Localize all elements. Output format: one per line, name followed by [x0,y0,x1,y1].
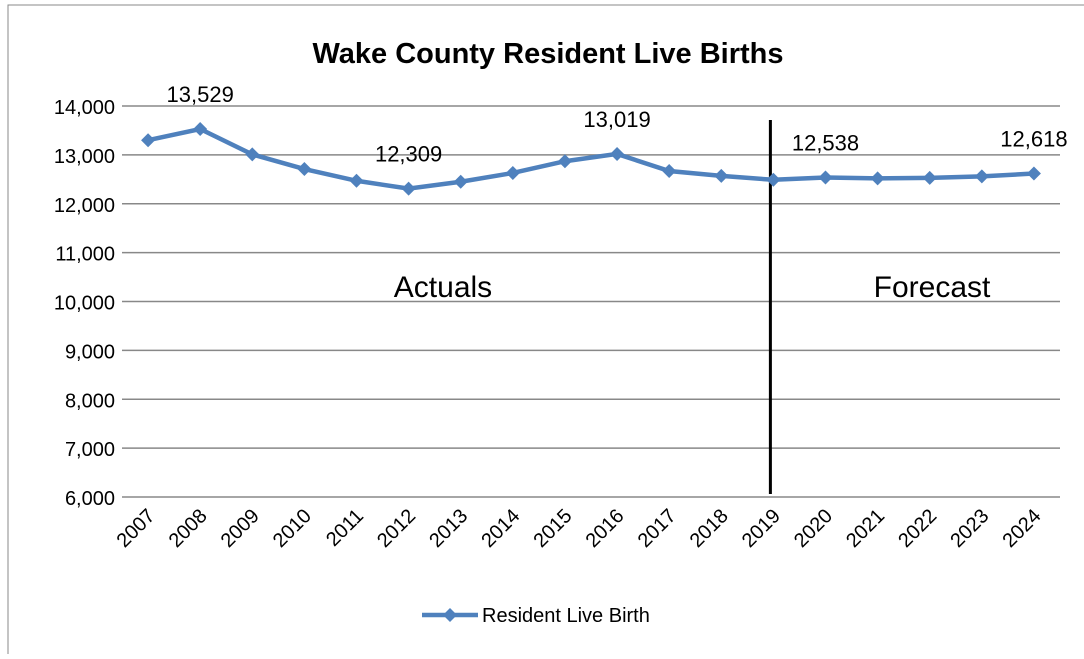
data-point [870,171,885,186]
y-tick-label: 13,000 [54,146,115,168]
legend-label: Resident Live Birth [482,605,650,627]
data-point [610,146,625,161]
chart-title: Wake County Resident Live Births [312,38,783,70]
data-point [1026,166,1041,181]
data-point [818,170,833,185]
annotation: Forecast [874,271,991,304]
legend-marker [443,608,457,622]
series-line [147,126,1035,191]
data-label: 12,538 [792,130,859,155]
y-tick-label: 7,000 [65,439,115,461]
data-point [193,122,208,137]
data-point [505,165,520,180]
data-point [714,168,729,183]
data-point [401,181,416,196]
data-point [922,170,937,185]
y-tick-label: 14,000 [54,97,115,119]
y-tick-label: 8,000 [65,390,115,412]
chart-border [7,4,1084,659]
data-label: 12,309 [375,142,442,167]
data-point [453,174,468,189]
data-point [349,173,364,188]
data-point [141,133,156,148]
y-tick-label: 6,000 [65,488,115,510]
data-point [297,162,312,177]
y-tick-label: 11,000 [55,244,115,266]
data-label: 13,019 [583,107,650,132]
y-tick-label: 9,000 [65,341,115,363]
annotation: Actuals [394,271,492,304]
data-point [766,172,781,187]
data-label: 12,618 [1000,127,1067,152]
data-point [245,147,260,162]
data-label: 13,529 [167,82,234,107]
y-tick-label: 12,000 [54,195,115,217]
data-point [974,169,989,184]
data-point [662,164,677,179]
y-tick-label: 10,000 [54,293,115,315]
data-point [557,154,572,169]
